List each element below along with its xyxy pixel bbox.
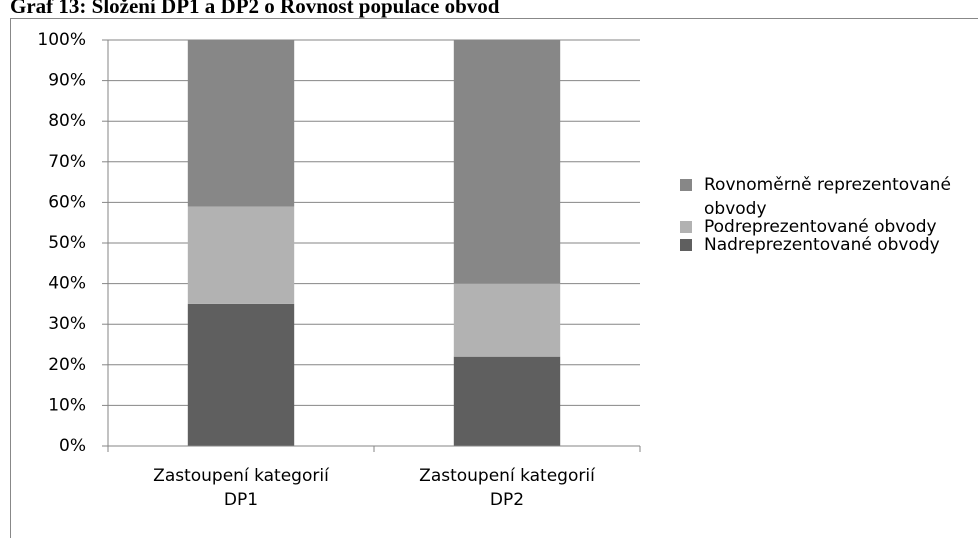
y-tick-label: 70% [48,152,86,172]
bar-segment [187,40,295,207]
y-tick-label: 60% [48,192,86,212]
legend-label: Nadreprezentované obvody [704,235,940,255]
legend-entry: Nadreprezentované obvody [680,233,978,257]
y-tick-label: 20% [48,355,86,375]
legend-entry: Podreprezentované obvody [680,215,978,239]
y-tick-label: 80% [48,111,86,131]
y-tick-label: 90% [48,71,86,91]
y-tick-label: 30% [48,314,86,334]
bar-segment [453,283,561,357]
legend-swatch [680,239,692,251]
chart-border [10,18,978,538]
y-tick-label: 0% [59,436,86,456]
y-tick-label: 50% [48,233,86,253]
y-tick-label: 100% [37,30,86,50]
y-tick-label: 10% [48,395,86,415]
legend-entry: Rovnoměrně reprezentované obvody [680,173,978,221]
legend-swatch [680,179,692,191]
y-tick-label: 40% [48,274,86,294]
bar-segment [187,206,295,304]
bar-segment [453,40,561,284]
legend-swatch [680,221,692,233]
legend-label: Podreprezentované obvody [704,217,937,237]
chart-title: Graf 13: Složení DP1 a DP2 o Rovnost pop… [10,0,500,18]
legend-label: Rovnoměrně reprezentované obvody [704,175,951,219]
x-tick-label: Zastoupení kategorií DP2 [419,466,595,510]
x-tick-label: Zastoupení kategorií DP1 [153,466,329,510]
bar-segment [187,303,295,446]
bar-segment [453,356,561,446]
